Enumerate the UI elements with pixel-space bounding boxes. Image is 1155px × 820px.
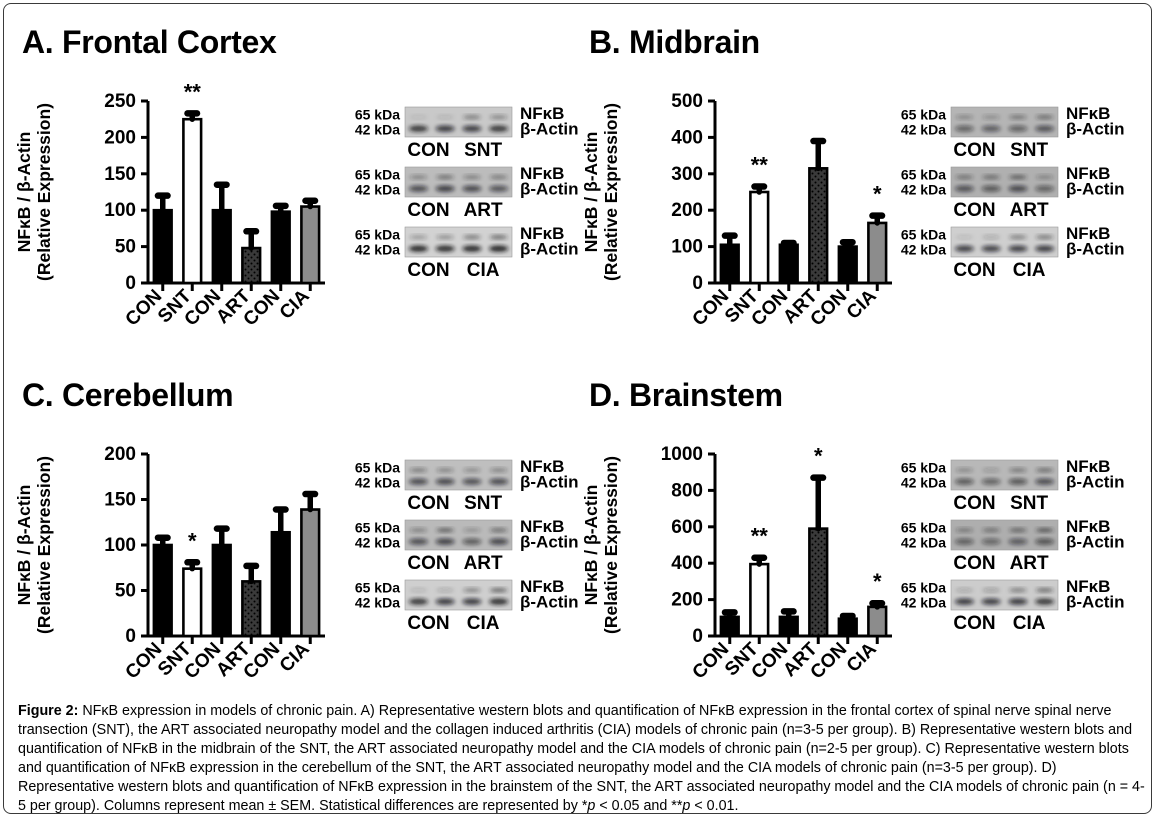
svg-text:*: *: [188, 528, 197, 553]
svg-text:β-Actin: β-Actin: [520, 180, 579, 199]
svg-text:250: 250: [104, 91, 136, 112]
svg-text:100: 100: [671, 237, 703, 258]
svg-text:**: **: [751, 153, 769, 178]
svg-text:65 kDa: 65 kDa: [901, 460, 946, 476]
svg-text:600: 600: [671, 517, 703, 538]
svg-text:65 kDa: 65 kDa: [355, 520, 400, 536]
svg-text:β-Actin: β-Actin: [1066, 473, 1125, 492]
svg-text:65 kDa: 65 kDa: [901, 167, 946, 183]
svg-text:ART: ART: [1010, 200, 1049, 221]
svg-text:200: 200: [104, 444, 136, 465]
svg-text:800: 800: [671, 480, 703, 501]
svg-text:65 kDa: 65 kDa: [901, 580, 946, 596]
svg-text:β-Actin: β-Actin: [520, 533, 579, 552]
svg-text:β-Actin: β-Actin: [1066, 533, 1125, 552]
svg-text:β-Actin: β-Actin: [1066, 180, 1125, 199]
svg-text:CIA: CIA: [467, 260, 500, 281]
svg-text:42 kDa: 42 kDa: [355, 122, 400, 138]
svg-text:42 kDa: 42 kDa: [901, 595, 946, 611]
svg-text:42 kDa: 42 kDa: [901, 475, 946, 491]
svg-text:CIA: CIA: [843, 285, 881, 323]
svg-text:SNT: SNT: [1010, 493, 1048, 514]
svg-text:42 kDa: 42 kDa: [355, 595, 400, 611]
svg-text:300: 300: [671, 164, 703, 185]
svg-text:CIA: CIA: [467, 613, 500, 634]
svg-text:400: 400: [671, 127, 703, 148]
svg-text:SNT: SNT: [464, 493, 502, 514]
svg-text:65 kDa: 65 kDa: [901, 107, 946, 123]
svg-text:50: 50: [115, 237, 136, 258]
svg-text:CON: CON: [407, 553, 449, 574]
svg-text:ART: ART: [464, 553, 503, 574]
svg-text:CON: CON: [953, 200, 995, 221]
svg-text:50: 50: [115, 581, 136, 602]
svg-text:*: *: [814, 444, 823, 469]
svg-text:*: *: [873, 182, 882, 207]
svg-text:0: 0: [692, 273, 703, 294]
svg-text:42 kDa: 42 kDa: [901, 122, 946, 138]
svg-text:CON: CON: [953, 553, 995, 574]
svg-text:400: 400: [671, 553, 703, 574]
svg-text:CIA: CIA: [1013, 613, 1046, 634]
svg-text:β-Actin: β-Actin: [520, 120, 579, 139]
svg-text:42 kDa: 42 kDa: [355, 475, 400, 491]
svg-text:CON: CON: [407, 613, 449, 634]
svg-text:42 kDa: 42 kDa: [901, 182, 946, 198]
svg-text:CON: CON: [407, 493, 449, 514]
svg-text:42 kDa: 42 kDa: [355, 182, 400, 198]
svg-text:65 kDa: 65 kDa: [901, 227, 946, 243]
svg-text:42 kDa: 42 kDa: [355, 242, 400, 258]
svg-text:0: 0: [692, 626, 703, 647]
svg-text:200: 200: [671, 200, 703, 221]
svg-text:42 kDa: 42 kDa: [901, 242, 946, 258]
svg-text:CON: CON: [953, 493, 995, 514]
svg-text:β-Actin: β-Actin: [1066, 120, 1125, 139]
svg-text:200: 200: [671, 590, 703, 611]
svg-text:β-Actin: β-Actin: [520, 473, 579, 492]
svg-text:500: 500: [671, 91, 703, 112]
svg-text:65 kDa: 65 kDa: [355, 167, 400, 183]
svg-text:ART: ART: [1010, 553, 1049, 574]
svg-text:CON: CON: [953, 140, 995, 161]
svg-text:CIA: CIA: [276, 638, 314, 676]
svg-text:CON: CON: [407, 140, 449, 161]
svg-text:65 kDa: 65 kDa: [355, 460, 400, 476]
svg-text:CIA: CIA: [276, 285, 314, 323]
svg-text:β-Actin: β-Actin: [520, 240, 579, 259]
svg-text:65 kDa: 65 kDa: [901, 520, 946, 536]
svg-text:1000: 1000: [661, 444, 703, 465]
svg-text:SNT: SNT: [464, 140, 502, 161]
svg-text:65 kDa: 65 kDa: [355, 227, 400, 243]
svg-text:β-Actin: β-Actin: [1066, 593, 1125, 612]
svg-text:CON: CON: [953, 613, 995, 634]
svg-text:65 kDa: 65 kDa: [355, 580, 400, 596]
svg-text:β-Actin: β-Actin: [1066, 240, 1125, 259]
svg-text:CON: CON: [407, 200, 449, 221]
svg-text:*: *: [873, 569, 882, 594]
svg-text:0: 0: [125, 273, 136, 294]
svg-text:150: 150: [104, 490, 136, 511]
svg-text:ART: ART: [464, 200, 503, 221]
svg-text:200: 200: [104, 127, 136, 148]
svg-text:CIA: CIA: [843, 638, 881, 676]
svg-text:β-Actin: β-Actin: [520, 593, 579, 612]
svg-text:**: **: [751, 524, 769, 549]
svg-text:CON: CON: [953, 260, 995, 281]
svg-text:65 kDa: 65 kDa: [355, 107, 400, 123]
svg-text:150: 150: [104, 164, 136, 185]
svg-text:SNT: SNT: [1010, 140, 1048, 161]
svg-text:100: 100: [104, 535, 136, 556]
svg-text:0: 0: [125, 626, 136, 647]
svg-text:CON: CON: [407, 260, 449, 281]
svg-text:42 kDa: 42 kDa: [355, 535, 400, 551]
svg-text:100: 100: [104, 200, 136, 221]
svg-text:42 kDa: 42 kDa: [901, 535, 946, 551]
svg-text:CIA: CIA: [1013, 260, 1046, 281]
svg-text:**: **: [184, 79, 202, 104]
